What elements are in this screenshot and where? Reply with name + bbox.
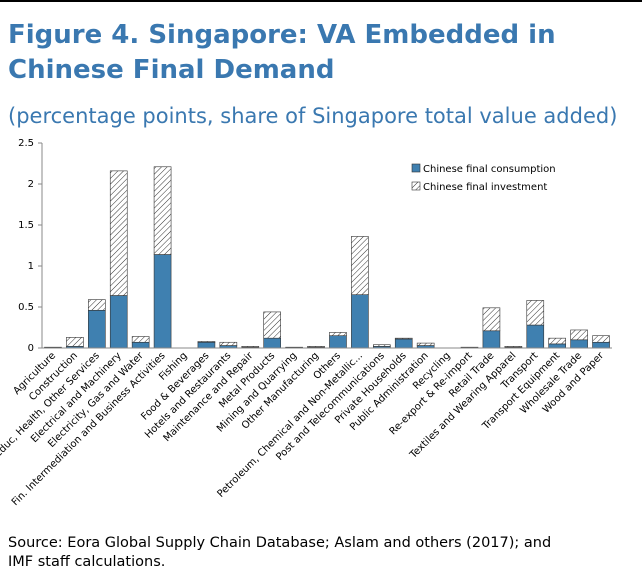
bar-segment [131, 341, 150, 349]
bar-segment [373, 344, 391, 347]
bar-segment [351, 294, 369, 349]
bar-segment [263, 337, 281, 349]
bar-segment [66, 337, 84, 347]
chart-title: Figure 4. Singapore: VA Embedded in Chin… [8, 20, 556, 85]
source-note: Source: Eora Global Supply Chain Databas… [8, 535, 552, 570]
legend-label: Chinese final investment [423, 182, 547, 193]
bar-segment [394, 338, 413, 349]
legend-swatch [411, 181, 421, 191]
bar-segment [570, 329, 588, 341]
y-tick-label: 0 [28, 343, 34, 354]
bar-segment [263, 311, 281, 339]
bar-segment [570, 339, 588, 349]
bar-segment [526, 300, 545, 326]
bar-segment [482, 330, 501, 349]
bar-segment [548, 337, 566, 345]
bar-segment [241, 346, 260, 348]
y-tick-label: 2.5 [18, 138, 34, 149]
bar-segment [329, 332, 347, 337]
bar-segment [592, 335, 610, 343]
bar-segment [197, 341, 216, 349]
legend-swatch [411, 163, 421, 173]
bar-segment [88, 299, 106, 311]
bar-segment [109, 170, 128, 296]
bar-segment [329, 335, 347, 349]
y-tick-label: 0.5 [18, 302, 34, 313]
chart: 00.511.522.5AgricultureConstructionEduc,… [0, 138, 612, 508]
bar-segment [351, 236, 369, 295]
bar-segment [526, 324, 545, 349]
bar-segment [548, 343, 566, 349]
y-tick-label: 2 [28, 179, 34, 190]
bar-segment [394, 337, 413, 340]
bar-segment [153, 166, 172, 255]
bar-segment [153, 254, 172, 349]
legend-label: Chinese final consumption [423, 164, 556, 175]
bar-segment [131, 336, 150, 343]
bar-segment [219, 341, 238, 346]
bar-segment [504, 346, 523, 348]
bar-segment [109, 295, 128, 349]
chart-subtitle: (percentage points, share of Singapore t… [8, 104, 618, 128]
bar-segment [197, 341, 216, 343]
y-tick-label: 1.5 [18, 220, 34, 231]
bar-segment [592, 341, 610, 349]
bar-segment [416, 342, 435, 346]
bar-segment [307, 346, 325, 348]
y-tick-label: 1 [28, 261, 34, 272]
bar-segment [482, 307, 501, 332]
bar-segment [88, 309, 106, 349]
